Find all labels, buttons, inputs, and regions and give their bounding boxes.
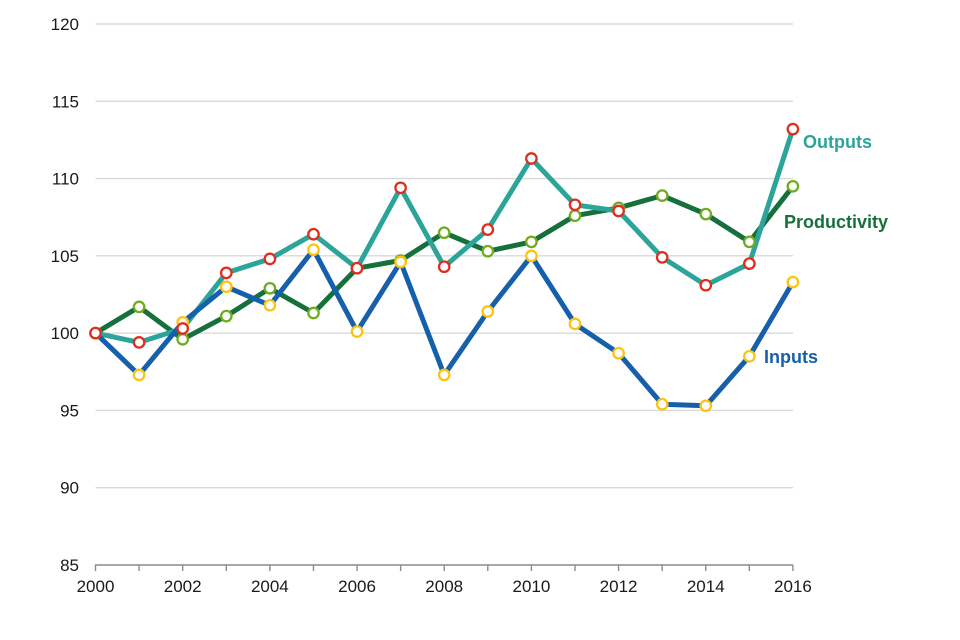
data-point-outputs-2003 bbox=[219, 266, 233, 280]
data-point-inputs-2011 bbox=[568, 317, 582, 331]
data-point-inputs-2015 bbox=[743, 349, 756, 363]
x-axis-tick-label-2000: 2000 bbox=[77, 577, 115, 596]
data-point-inputs-2008 bbox=[437, 368, 451, 382]
data-point-inputs-2009 bbox=[481, 305, 495, 318]
data-point-inputs-2003 bbox=[219, 280, 233, 294]
data-point-outputs-2000 bbox=[89, 326, 102, 340]
x-axis-tick-label-2006: 2006 bbox=[338, 577, 376, 596]
x-axis-tick-label-2004: 2004 bbox=[251, 577, 289, 596]
data-point-productivity-2010 bbox=[525, 235, 538, 249]
data-point-inputs-2012 bbox=[612, 346, 625, 360]
data-point-inputs-2010 bbox=[525, 249, 538, 263]
data-point-outputs-2005 bbox=[307, 227, 320, 241]
data-point-productivity-2015 bbox=[743, 235, 756, 249]
data-point-outputs-2013 bbox=[655, 251, 669, 264]
data-point-inputs-2014 bbox=[699, 399, 713, 413]
x-axis-tick-label-2012: 2012 bbox=[600, 577, 638, 596]
x-axis-tick-label-2002: 2002 bbox=[164, 577, 202, 596]
y-axis-tick-label-105: 105 bbox=[51, 247, 79, 266]
x-axis-tick-label-2016: 2016 bbox=[774, 577, 812, 596]
data-point-inputs-2007 bbox=[394, 255, 407, 269]
data-point-outputs-2007 bbox=[394, 181, 407, 195]
x-axis-tick-label-2010: 2010 bbox=[512, 577, 550, 596]
data-point-outputs-2001 bbox=[132, 336, 146, 349]
series-label-productivity: Productivity bbox=[784, 212, 889, 232]
data-point-outputs-2002 bbox=[176, 322, 190, 335]
data-point-inputs-2004 bbox=[263, 298, 277, 312]
y-axis-tick-label-115: 115 bbox=[52, 92, 79, 111]
data-point-outputs-2008 bbox=[437, 260, 451, 274]
y-axis-tick-label-85: 85 bbox=[60, 556, 79, 575]
data-point-inputs-2016 bbox=[786, 275, 800, 289]
series-label-inputs: Inputs bbox=[764, 347, 818, 367]
y-axis-tick-label-95: 95 bbox=[60, 401, 79, 420]
data-point-outputs-2014 bbox=[699, 278, 713, 292]
data-point-inputs-2001 bbox=[132, 368, 146, 382]
data-point-outputs-2011 bbox=[568, 198, 582, 212]
data-point-outputs-2015 bbox=[743, 257, 756, 270]
data-point-productivity-2011 bbox=[568, 209, 582, 223]
data-point-productivity-2004 bbox=[263, 281, 277, 295]
y-axis-tick-label-90: 90 bbox=[60, 479, 79, 498]
data-point-productivity-2008 bbox=[437, 226, 451, 240]
data-point-inputs-2013 bbox=[655, 397, 669, 411]
y-axis-tick-label-110: 110 bbox=[52, 170, 79, 189]
data-point-inputs-2006 bbox=[350, 325, 364, 338]
data-point-productivity-2016 bbox=[786, 179, 800, 193]
x-axis-tick-label-2008: 2008 bbox=[425, 577, 463, 596]
data-point-outputs-2012 bbox=[612, 204, 625, 218]
y-axis-tick-label-100: 100 bbox=[51, 324, 79, 343]
data-point-productivity-2001 bbox=[132, 300, 146, 314]
data-point-outputs-2009 bbox=[481, 223, 495, 236]
data-point-productivity-2009 bbox=[481, 244, 495, 258]
data-point-outputs-2006 bbox=[350, 261, 364, 275]
data-point-productivity-2005 bbox=[307, 306, 320, 320]
data-point-outputs-2010 bbox=[525, 152, 538, 165]
x-axis-tick-label-2014: 2014 bbox=[687, 577, 725, 596]
data-point-productivity-2013 bbox=[655, 189, 669, 202]
data-point-outputs-2016 bbox=[786, 122, 800, 136]
data-point-outputs-2004 bbox=[263, 252, 277, 266]
data-point-productivity-2002 bbox=[176, 332, 190, 346]
series-label-outputs: Outputs bbox=[803, 132, 872, 152]
data-point-inputs-2005 bbox=[307, 243, 320, 257]
y-axis-tick-label-120: 120 bbox=[51, 15, 79, 34]
data-point-productivity-2003 bbox=[219, 309, 233, 323]
data-point-productivity-2014 bbox=[699, 207, 713, 221]
